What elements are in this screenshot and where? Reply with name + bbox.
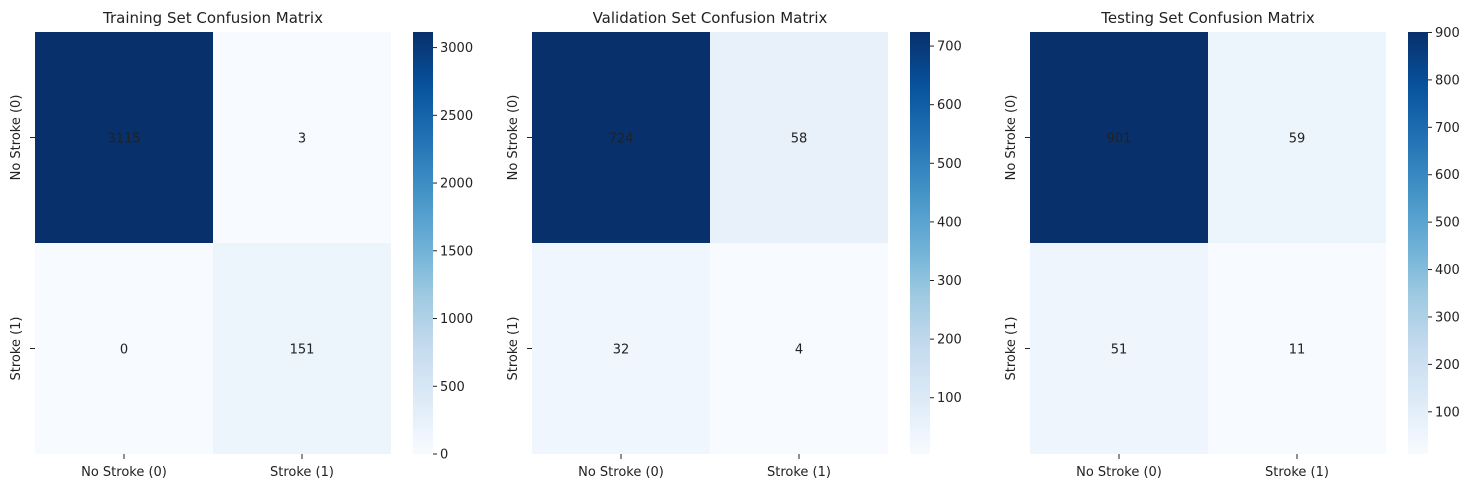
colorbar-tick-label: 300 [937, 274, 962, 289]
heatmap-cell [35, 32, 213, 243]
y-tick-label: Stroke (1) [1004, 317, 1019, 381]
colorbar-tick-label: 700 [1435, 121, 1460, 136]
cell-value-label: 11 [1289, 343, 1306, 358]
colorbar-tick-label: 400 [937, 215, 962, 230]
colorbar-tick-label: 600 [1435, 168, 1460, 183]
colorbar [910, 32, 930, 454]
colorbar-tick-label: 900 [1435, 26, 1460, 41]
x-tick-label: No Stroke (0) [578, 465, 664, 480]
heatmap-cell [213, 243, 391, 454]
cell-value-label: 58 [791, 132, 808, 147]
heatmap-cell [1030, 243, 1208, 454]
colorbar-tick-label: 100 [937, 391, 962, 406]
heatmap-cell [710, 243, 888, 454]
cell-value-label: 0 [120, 343, 128, 358]
colorbar-tick-label: 300 [1435, 310, 1460, 325]
colorbar-tick-label: 800 [1435, 73, 1460, 88]
x-tick-label: Stroke (1) [767, 465, 831, 480]
colorbar [413, 32, 433, 454]
cell-value-label: 32 [613, 343, 630, 358]
x-tick-label: Stroke (1) [270, 465, 334, 480]
chart-title: Training Set Confusion Matrix [102, 9, 323, 27]
heatmap-cell [532, 32, 710, 243]
cell-value-label: 59 [1289, 132, 1306, 147]
heatmap-cell [35, 243, 213, 454]
colorbar-tick-label: 200 [937, 333, 962, 348]
heatmap-cell [532, 243, 710, 454]
colorbar-tick-label: 2000 [440, 177, 473, 192]
colorbar-tick-label: 0 [440, 448, 448, 463]
colorbar-tick-label: 2500 [440, 109, 473, 124]
chart-title: Testing Set Confusion Matrix [1100, 9, 1315, 27]
chart-title: Validation Set Confusion Matrix [593, 9, 828, 27]
x-tick-label: No Stroke (0) [81, 465, 167, 480]
colorbar-tick-label: 500 [937, 157, 962, 172]
y-tick-label: Stroke (1) [9, 317, 24, 381]
colorbar-tick-label: 700 [937, 40, 962, 55]
cell-value-label: 151 [290, 343, 315, 358]
cell-value-label: 3 [298, 132, 306, 147]
colorbar-tick-label: 100 [1435, 405, 1460, 420]
heatmap-cell [1030, 32, 1208, 243]
colorbar [1408, 32, 1428, 454]
cell-value-label: 901 [1107, 132, 1132, 147]
colorbar-tick-label: 500 [440, 380, 465, 395]
x-tick-label: No Stroke (0) [1076, 465, 1162, 480]
y-tick-label: No Stroke (0) [1004, 95, 1019, 181]
cell-value-label: 3115 [107, 132, 140, 147]
x-tick-label: Stroke (1) [1265, 465, 1329, 480]
colorbar-tick-label: 400 [1435, 263, 1460, 278]
cell-value-label: 51 [1111, 343, 1128, 358]
y-tick-label: Stroke (1) [506, 317, 521, 381]
y-tick-label: No Stroke (0) [506, 95, 521, 181]
cell-value-label: 4 [795, 343, 803, 358]
y-tick-label: No Stroke (0) [9, 95, 24, 181]
colorbar-tick-label: 200 [1435, 358, 1460, 373]
heatmap-cell [710, 32, 888, 243]
colorbar-tick-label: 1000 [440, 312, 473, 327]
colorbar-tick-label: 600 [937, 98, 962, 113]
heatmap-panel-2: 901 59 51 11 Testing Set Confusion Matrix No … [1004, 9, 1460, 480]
colorbar-tick-label: 500 [1435, 216, 1460, 231]
cell-value-label: 724 [609, 132, 634, 147]
heatmap-cell [213, 32, 391, 243]
heatmap-cell [1208, 243, 1386, 454]
heatmap-panel-0: 3115 3 0 151 Training Set Confusion Matrix No… [9, 9, 473, 480]
colorbar-tick-label: 1500 [440, 244, 473, 259]
heatmap-panel-1: 724 58 32 4 Validation Set Confusion Matrix N… [506, 9, 962, 480]
heatmap-cell [1208, 32, 1386, 243]
colorbar-tick-label: 3000 [440, 41, 473, 56]
